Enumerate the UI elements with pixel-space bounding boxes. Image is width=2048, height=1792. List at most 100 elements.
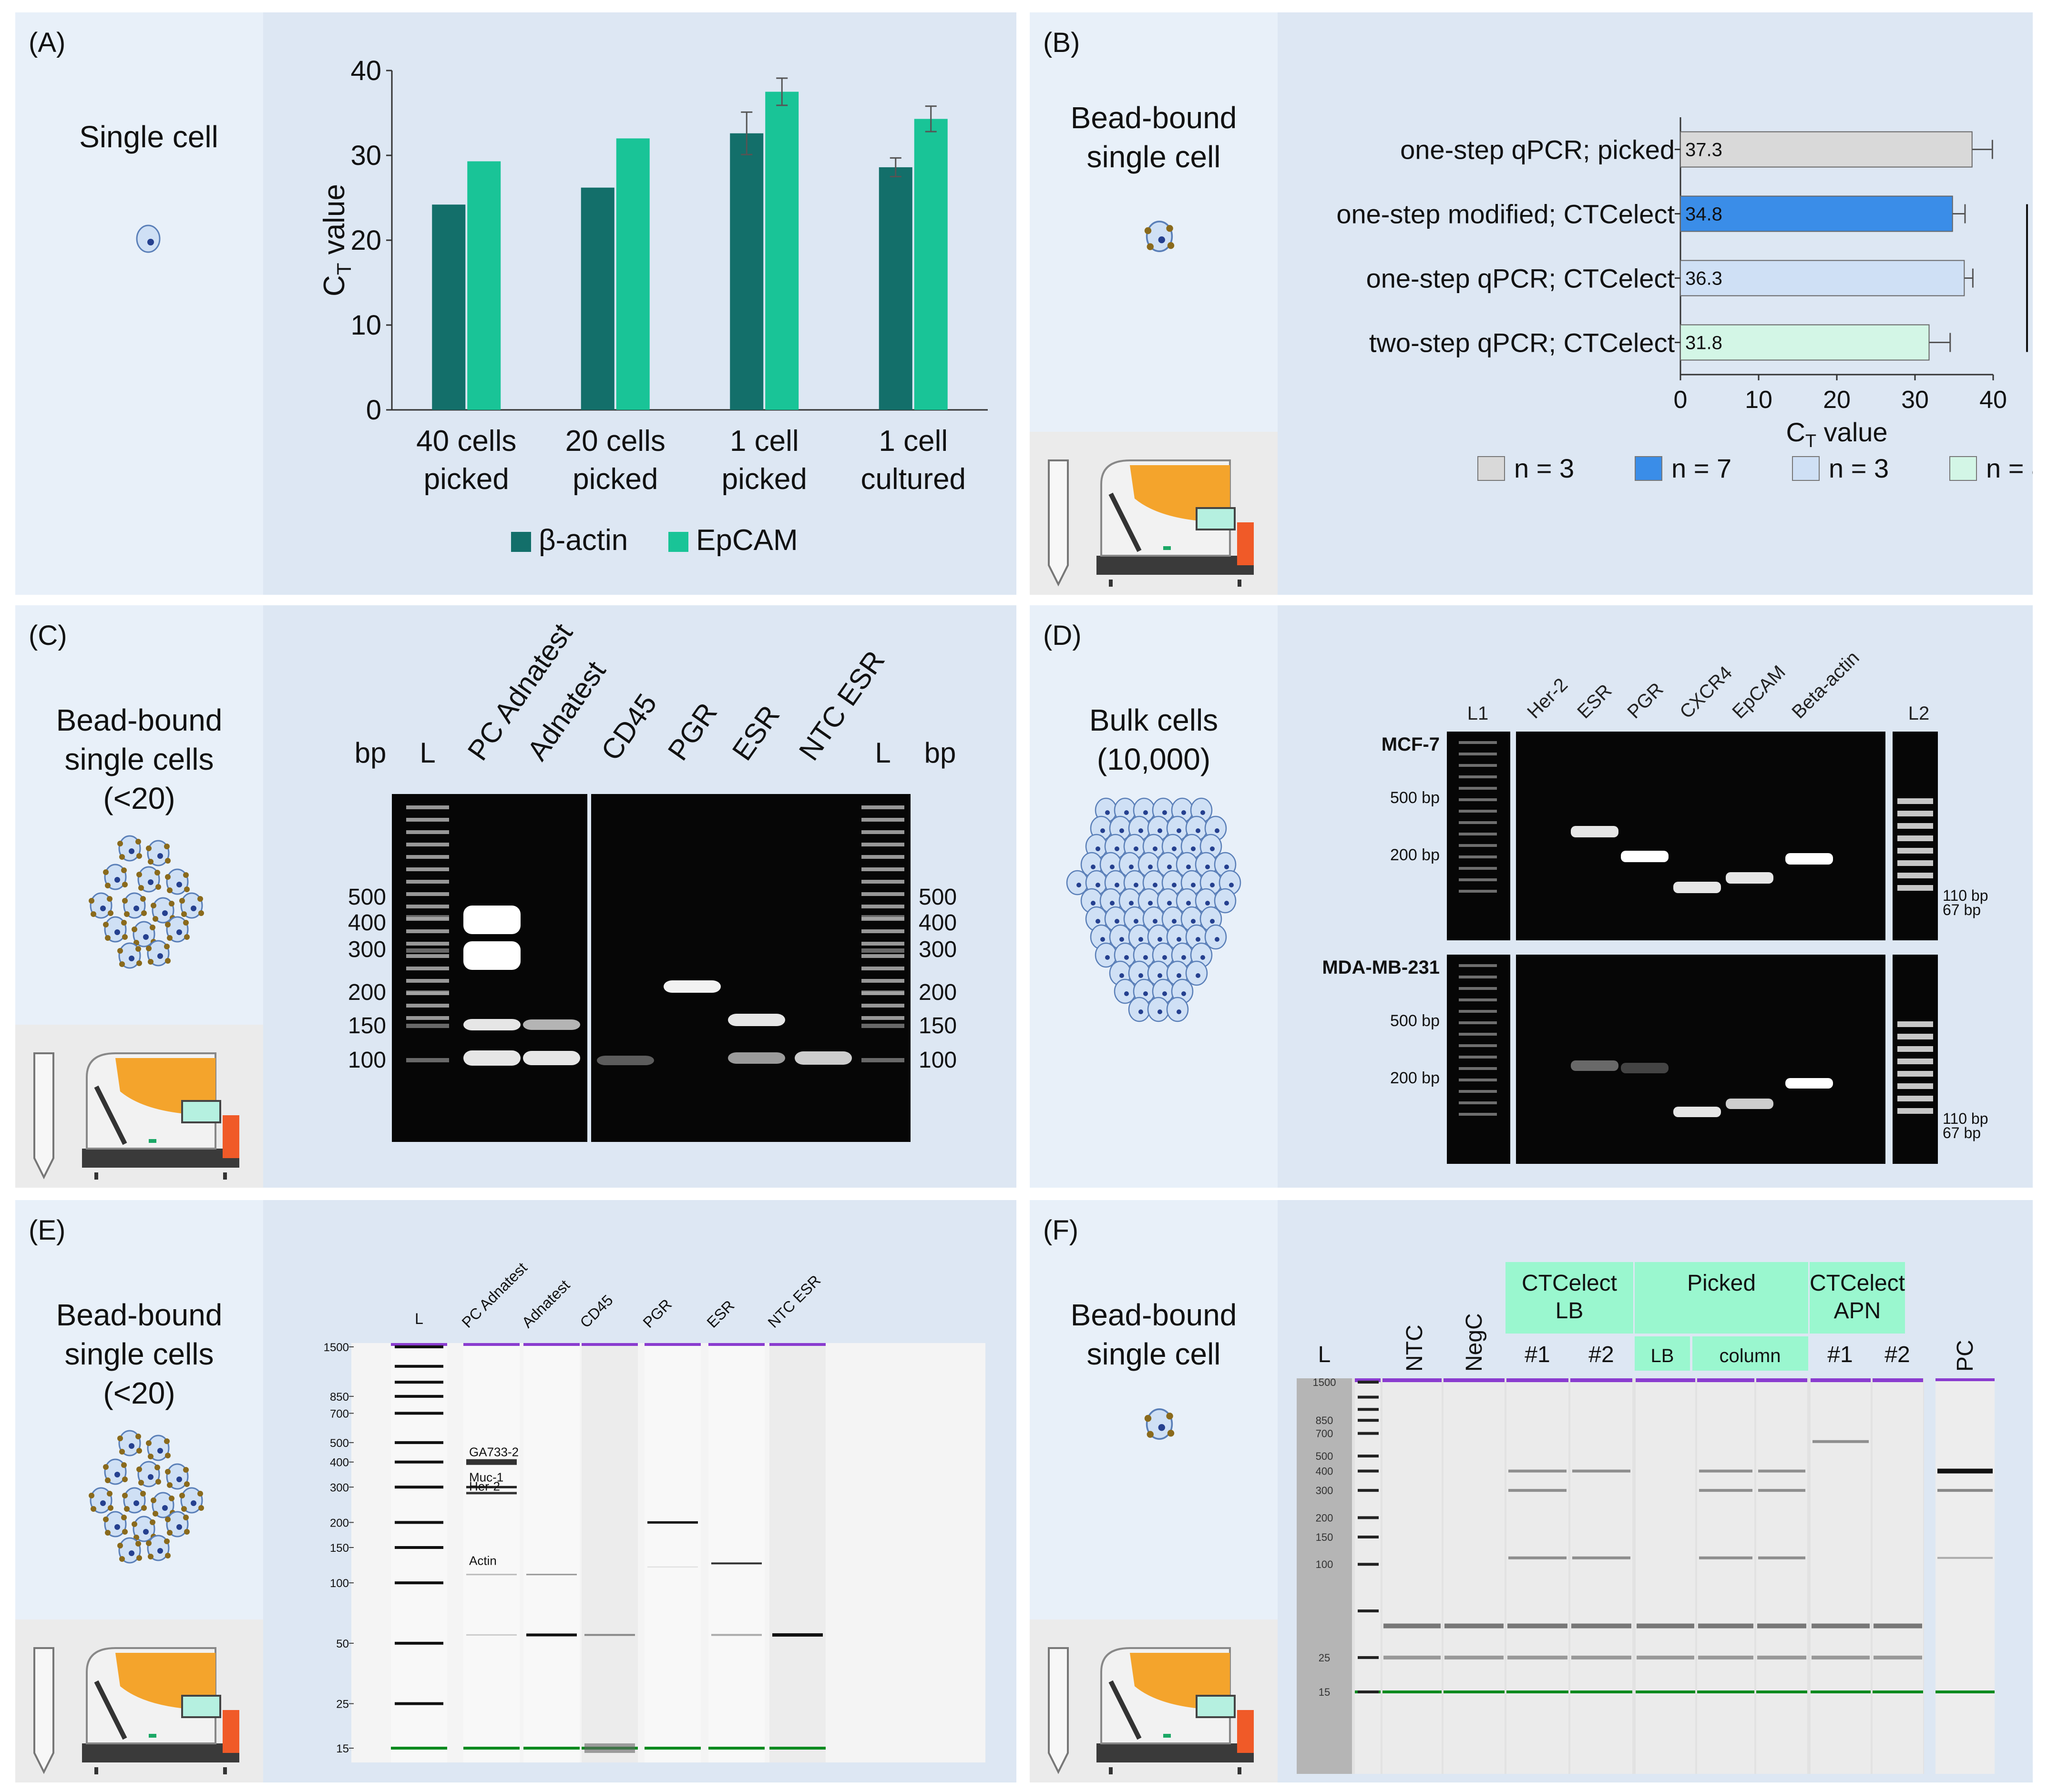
legend-label: n = 7 (1671, 453, 1731, 483)
ladder-band (1358, 1516, 1379, 1519)
ladder-band (395, 1395, 443, 1398)
lane-label: #1 (1827, 1342, 1853, 1367)
y-axis-label: CT value (318, 184, 355, 296)
lane-group-label: LB (1556, 1298, 1584, 1324)
pc-lane (1935, 1378, 1995, 1774)
ladder-band (861, 818, 904, 822)
panel-description: Single cell (79, 120, 218, 154)
gel-band (1937, 1557, 1993, 1559)
ladder-band (1897, 1071, 1933, 1077)
panel-d: (D) Bulk cells (10,000) MCF-7 500 bp 200 b… (1030, 605, 2033, 1188)
gel-band (711, 1562, 762, 1565)
y-tick-label: one-step qPCR; picked (1400, 135, 1675, 165)
ladder-band (1459, 890, 1497, 893)
upper-marker (1873, 1378, 1923, 1382)
gel-band (466, 1492, 517, 1495)
size-label: 700 (1316, 1428, 1333, 1440)
pipette-tip-icon (33, 1647, 54, 1774)
ladder-band (1897, 811, 1933, 816)
gel-band (466, 1459, 517, 1465)
size-marker: 200 (919, 980, 957, 1005)
gel-band (584, 1634, 635, 1636)
size-marker: 200 bp (1390, 846, 1440, 864)
gel-lane (523, 1343, 580, 1762)
lane-label: L2 (1908, 703, 1930, 724)
size-marker: 200 bp (1390, 1069, 1440, 1087)
gel-band (1698, 1655, 1753, 1660)
gel-band (647, 1566, 698, 1568)
ladder-band (1459, 1033, 1497, 1036)
bar (1680, 260, 1965, 296)
y-tick-label: 0 (366, 395, 381, 426)
instrument-side-module (223, 1710, 239, 1753)
ladder-band (1459, 1056, 1497, 1059)
gel-band (647, 1521, 698, 1524)
legend-label: β-actin (539, 524, 628, 557)
pipette-tip-icon (1048, 459, 1069, 587)
bead-bound-cell (165, 1463, 190, 1490)
bulk-cell (1204, 924, 1227, 950)
lane-group-label: CTCelect (1522, 1271, 1617, 1296)
panel-label: (C) (29, 620, 67, 651)
lane-label: EpCAM (1728, 662, 1790, 723)
panel-f: (F) Bead-bound single cell CTCelect LB Pic… (1030, 1200, 2033, 1782)
upper-marker (1811, 1378, 1871, 1382)
bead-bound-cell-icon (1144, 220, 1175, 253)
lane-group-header (1505, 1262, 1633, 1334)
lower-marker (1382, 1690, 1442, 1693)
ladder-band (1358, 1609, 1379, 1613)
instrument-led (149, 1734, 156, 1738)
ladder-band (1358, 1563, 1379, 1566)
ladder-band (395, 1412, 443, 1415)
bar-epcam (467, 161, 501, 410)
lane-label: #2 (1588, 1342, 1614, 1367)
gel-band (466, 1574, 517, 1576)
size-label: 200 (330, 1517, 349, 1529)
bead-bound-cells-icon (89, 1430, 204, 1564)
lower-marker (1873, 1690, 1923, 1693)
gel-band (1698, 1623, 1753, 1629)
bar (1680, 131, 1973, 168)
x-tick-label: 20 (1823, 386, 1851, 414)
gel-band (1937, 1468, 1993, 1474)
lower-marker (1811, 1690, 1871, 1693)
gel-lane (1756, 1378, 1807, 1774)
gel-band (463, 906, 521, 934)
legend-label: n = 3 (1829, 453, 1889, 483)
gel-band (1572, 1556, 1630, 1559)
ctcelect-instrument-icon (33, 1052, 239, 1180)
gel-band (1637, 1623, 1694, 1629)
ladder-band (1897, 835, 1933, 841)
gel-band (1812, 1655, 1870, 1660)
gel-band (1507, 1655, 1567, 1660)
gel-band (1571, 826, 1618, 837)
ladder-band (406, 954, 449, 958)
ladder-band (861, 929, 904, 933)
ladder-band (1459, 821, 1497, 824)
panel-label: (F) (1043, 1215, 1079, 1246)
ctcelect-instrument-icon (1048, 1647, 1254, 1774)
ladder-band (395, 1702, 443, 1705)
lower-marker (1444, 1690, 1505, 1693)
ladder-band (395, 1521, 443, 1524)
instrument-screen (1196, 507, 1236, 530)
instrument-arm (94, 1680, 127, 1740)
pipette-tip-icon (33, 1052, 54, 1180)
panel-description: Bulk cells (10,000) (1089, 703, 1219, 776)
bulk-cell (1166, 997, 1189, 1022)
panel-label: (D) (1043, 620, 1082, 651)
upper-marker (708, 1343, 765, 1346)
gel-band (772, 1633, 823, 1637)
instrument-arm (94, 1085, 127, 1145)
ladder-band (406, 1058, 449, 1062)
ladder-band (861, 1004, 904, 1008)
size-label: 1500 (324, 1341, 349, 1354)
bead-bound-cell (117, 835, 142, 862)
gel-band (1874, 1655, 1922, 1660)
bead-bound-cell (179, 892, 204, 919)
ladder-band (1358, 1656, 1379, 1659)
gel-band (1383, 1623, 1441, 1629)
ladder-band (861, 867, 904, 871)
pipette-tip-icon (1048, 1647, 1069, 1774)
